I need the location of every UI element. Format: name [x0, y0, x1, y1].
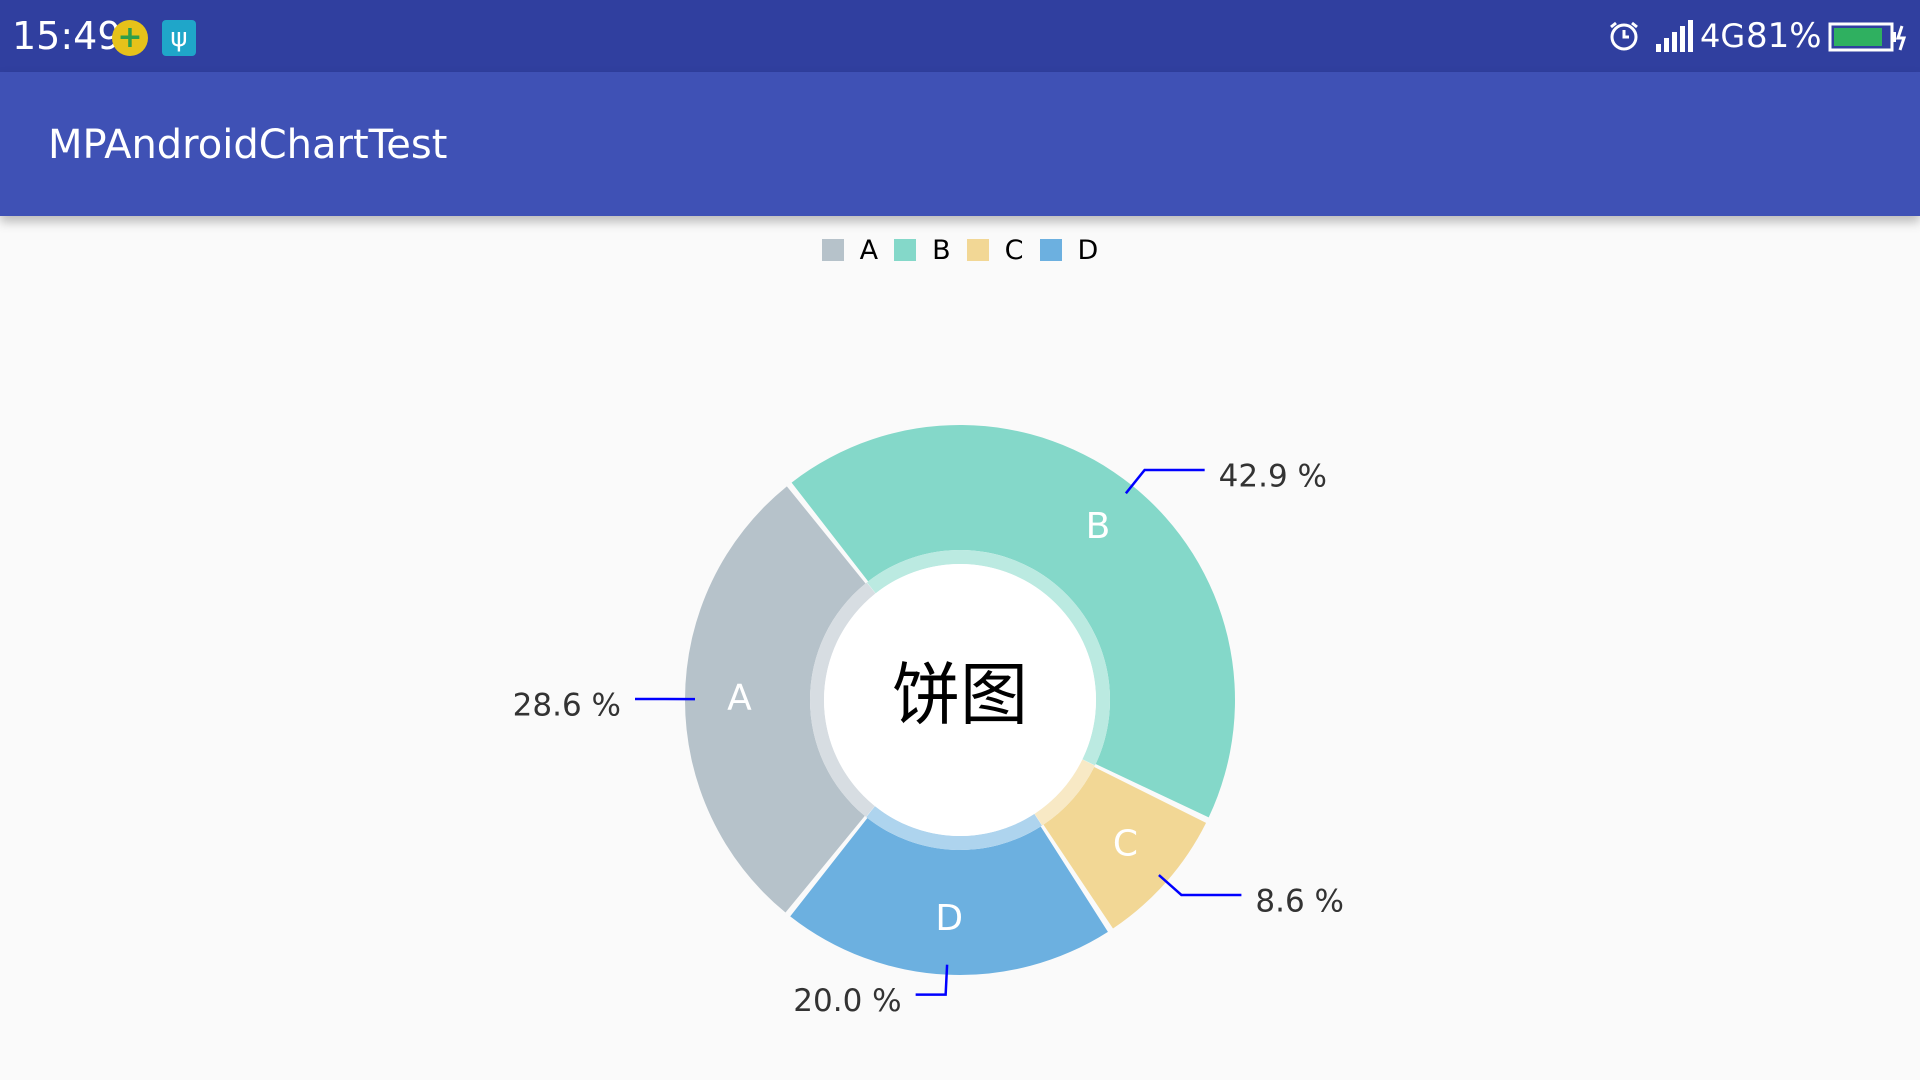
status-time: 15:49	[12, 14, 122, 58]
signal-icon	[1656, 20, 1693, 52]
value-line-d	[915, 964, 949, 996]
legend-item-c: C	[966, 234, 1024, 266]
legend-swatch-c	[966, 239, 989, 261]
pie-ring-d	[866, 806, 1042, 850]
app-title: MPAndroidChartTest	[48, 122, 448, 168]
legend-swatch-b	[894, 239, 917, 261]
slice-label-b: B	[1086, 506, 1111, 547]
pie-slices	[685, 425, 1235, 976]
legend-item-a: A	[821, 234, 879, 266]
pie-slice-b[interactable]	[791, 425, 1235, 818]
plus-icon: +	[112, 20, 148, 56]
legend-swatch-d	[1039, 239, 1062, 261]
legend-item-d: D	[1039, 234, 1099, 266]
usb-icon: ψ	[162, 20, 196, 56]
pie-hole	[809, 550, 1110, 850]
legend-label-c: C	[1004, 234, 1024, 266]
value-line-c	[1158, 874, 1242, 897]
legend-label-d: D	[1077, 234, 1099, 266]
chart-legend: A B C D	[0, 232, 1920, 268]
pie-slice-a[interactable]	[685, 486, 866, 913]
value-label-d: 20.0 %	[793, 983, 901, 1019]
status-bar: 15:49 + ψ 4G 81%	[0, 0, 1920, 72]
value-line-b	[1124, 468, 1205, 495]
app-bar: MPAndroidChartTest	[0, 72, 1920, 216]
value-label-a: 28.6 %	[513, 688, 621, 724]
pie-ring-c	[1034, 759, 1095, 826]
value-label-c: 8.6 %	[1255, 883, 1344, 919]
pie-ring-b	[866, 550, 1110, 766]
battery-percent: 81%	[1746, 16, 1822, 56]
pie-center-text: 饼图	[892, 657, 1028, 736]
network-type: 4G	[1700, 17, 1746, 55]
value-label-b: 42.9 %	[1219, 458, 1327, 494]
slice-label-c: C	[1113, 824, 1138, 865]
pie-slice-c[interactable]	[1043, 766, 1207, 929]
legend-item-b: B	[894, 235, 951, 266]
slice-label-a: A	[727, 677, 752, 718]
slice-label-d: D	[935, 898, 963, 939]
battery-icon	[1828, 22, 1907, 52]
legend-label-a: A	[859, 234, 879, 266]
alarm-icon	[1610, 21, 1638, 51]
pie-slice-d[interactable]	[790, 818, 1108, 976]
pie-ring-a	[809, 582, 876, 817]
pie-labels: B 42.9 % C 8.6 % D 20.0 % A 28.6 %	[513, 458, 1344, 1019]
legend-swatch-a	[821, 239, 844, 261]
pie-hole-center	[824, 564, 1096, 836]
legend-label-b: B	[932, 234, 951, 266]
